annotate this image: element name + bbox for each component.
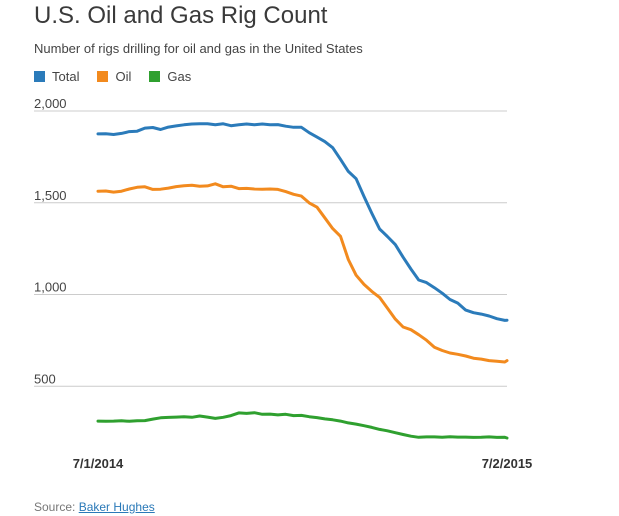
series-line-gas [96,411,509,440]
y-tick-label-1500: 1,500 [34,188,67,203]
legend-label-oil: Oil [115,69,132,84]
y-tick-label-1000: 1,000 [34,280,67,295]
x-axis-tick-labels: 7/1/2014 7/2/2015 [73,456,533,471]
legend-swatch-gas [149,71,161,82]
legend-item-total[interactable]: Total [34,69,79,84]
legend-label-total: Total [52,69,80,84]
source-prefix: Source: [34,500,76,514]
y-axis-tick-labels: 500 1,000 1,500 2,000 [34,96,67,386]
legend-item-gas[interactable]: Gas [149,69,191,84]
series-line-total [96,122,509,322]
source-note: Source: Baker Hughes [34,500,155,514]
rig-count-chart: 500 1,000 1,500 2,000 7/1/2014 7/2/2015 [34,96,533,471]
series-line-oil [96,182,509,364]
source-link[interactable]: Baker Hughes [78,500,155,514]
x-tick-label-start: 7/1/2014 [73,456,124,471]
y-tick-label-500: 500 [34,371,56,386]
y-tick-label-2000: 2,000 [34,96,67,111]
x-tick-label-end: 7/2/2015 [482,456,533,471]
legend-swatch-total [34,71,45,82]
chart-legend: Total Oil Gas [34,69,209,84]
legend-swatch-oil [97,71,109,82]
legend-label-gas: Gas [167,69,192,84]
chart-subtitle: Number of rigs drilling for oil and gas … [34,41,363,56]
series-lines [96,122,509,440]
gridlines [34,110,507,387]
legend-item-oil[interactable]: Oil [97,69,131,84]
chart-title: U.S. Oil and Gas Rig Count [34,2,328,29]
